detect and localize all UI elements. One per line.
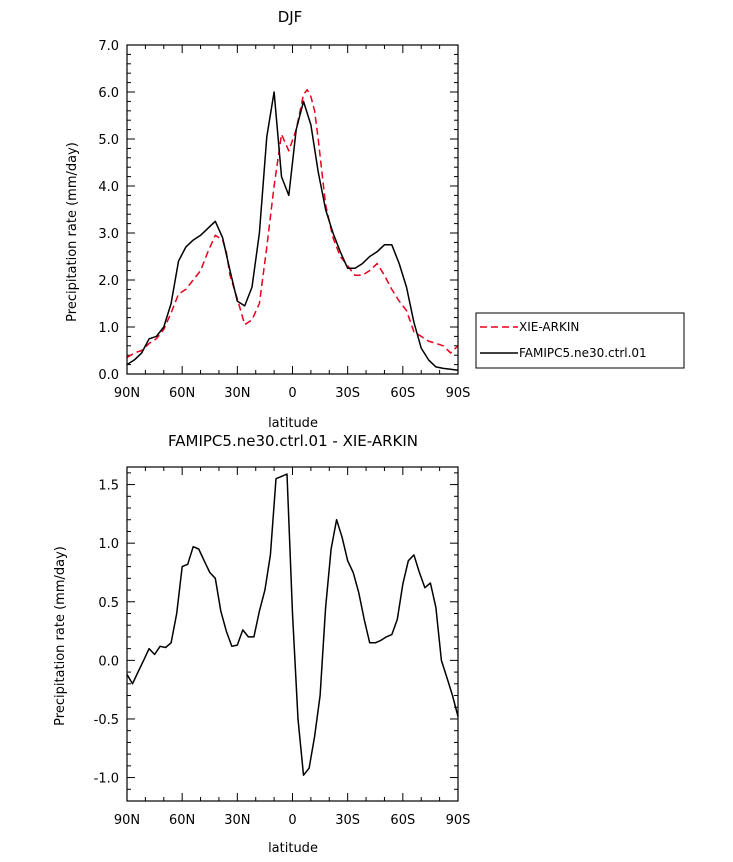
bottom-y-tick-label: -0.5 [94, 713, 119, 728]
bottom-y-tick-label: 1.5 [98, 479, 119, 494]
bottom-axis-ticks: 90N 60N 30N 0 30S 60S 90S -1.0 -0.5 0.0 0.5 1.0 1.5 [94, 467, 471, 828]
top-axis-ticks: 90N 60N 30N 0 30S 60S 90S 0.0 1.0 2.0 3.0 4.0 5.0 6.0… [98, 39, 470, 401]
top-x-tick-label: 30N [224, 386, 250, 401]
top-x-tick-label: 60S [390, 386, 415, 401]
top-plot-frame [126, 44, 459, 375]
top-x-tick-label: 0 [288, 386, 296, 401]
top-chart-title: DJF [278, 8, 303, 26]
legend-label-famipc5: FAMIPC5.ne30.ctrl.01 [519, 346, 647, 360]
bottom-x-tick-label: 30S [335, 813, 360, 828]
bottom-y-axis-label: Precipitation rate (mm/day) [53, 546, 68, 726]
top-x-axis-label: latitude [268, 416, 318, 431]
bottom-x-tick-label: 30N [224, 813, 250, 828]
top-series-group [126, 88, 459, 371]
bottom-y-tick-label: 1.0 [98, 537, 119, 552]
top-chart-panel: DJF latitude Precipitation rate (mm/day)… [65, 8, 470, 431]
top-y-tick-label: 4.0 [98, 180, 119, 195]
top-series-line-xie-arkin [126, 88, 459, 359]
top-y-tick-label: 2.0 [98, 274, 119, 289]
top-y-tick-label: 3.0 [98, 227, 119, 242]
bottom-y-tick-label: -1.0 [94, 772, 119, 787]
top-x-tick-label: 60N [169, 386, 195, 401]
bottom-x-tick-label: 90S [446, 813, 471, 828]
legend-box [475, 312, 685, 369]
top-series-line-famipc5-ne30-ctrl-01 [126, 91, 459, 371]
bottom-series-group [126, 473, 459, 776]
bottom-chart-title: FAMIPC5.ne30.ctrl.01 - XIE-ARKIN [168, 432, 418, 450]
bottom-x-tick-label: 60N [169, 813, 195, 828]
chart-legend: XIE-ARKIN FAMIPC5.ne30.ctrl.01 [475, 312, 685, 369]
top-y-tick-label: 0.0 [98, 368, 119, 383]
top-y-tick-label: 6.0 [98, 86, 119, 101]
bottom-plot-frame [126, 466, 459, 802]
top-y-axis-label: Precipitation rate (mm/day) [65, 142, 80, 322]
bottom-series-line-0 [126, 473, 459, 776]
top-y-tick-label: 5.0 [98, 133, 119, 148]
top-y-tick-label: 1.0 [98, 321, 119, 336]
bottom-x-tick-label: 0 [288, 813, 296, 828]
top-y-tick-label: 7.0 [98, 39, 119, 54]
bottom-chart-panel: FAMIPC5.ne30.ctrl.01 - XIE-ARKIN latitud… [53, 432, 470, 856]
bottom-x-axis-label: latitude [268, 841, 318, 856]
legend-label-xie-arkin: XIE-ARKIN [519, 320, 579, 334]
bottom-y-tick-label: 0.5 [98, 596, 119, 611]
top-x-tick-label: 30S [335, 386, 360, 401]
bottom-x-tick-label: 60S [390, 813, 415, 828]
bottom-x-tick-label: 90N [114, 813, 140, 828]
bottom-y-tick-label: 0.0 [98, 654, 119, 669]
top-x-tick-label: 90N [114, 386, 140, 401]
top-x-tick-label: 90S [446, 386, 471, 401]
